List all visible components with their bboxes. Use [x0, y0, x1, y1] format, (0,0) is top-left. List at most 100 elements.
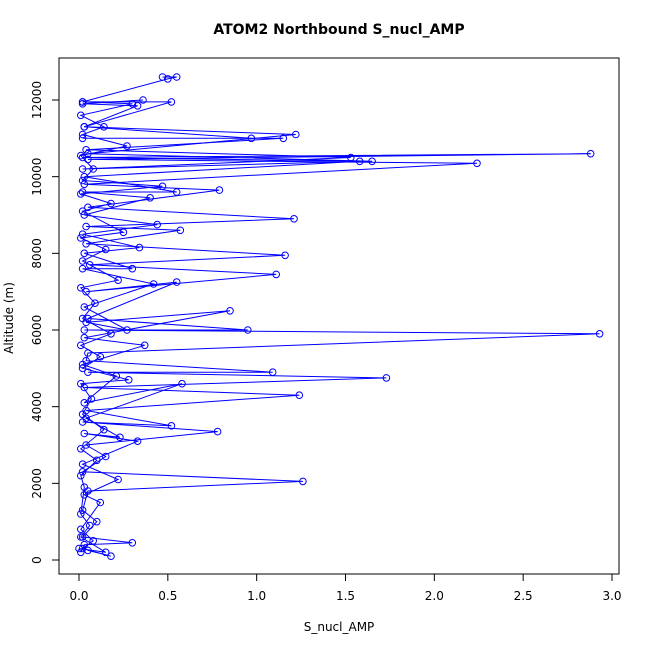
x-tick-label: 1.5	[336, 589, 355, 603]
data-point	[595, 330, 604, 338]
data-point	[172, 73, 181, 81]
data-point	[299, 477, 307, 486]
x-axis-label: S_nucl_AMP	[304, 620, 375, 634]
data-point	[295, 391, 304, 400]
data-point	[215, 186, 224, 194]
x-axis: 0.0 0.5 1.0 1.5 2.0 2.5 3.0	[69, 573, 622, 603]
data-point	[82, 441, 90, 449]
data-point	[78, 264, 87, 273]
data-point	[124, 376, 133, 384]
data-point	[93, 517, 101, 526]
data-point	[158, 73, 167, 81]
data-point	[78, 130, 87, 139]
data-point	[247, 134, 256, 143]
y-axis: 0 2000 4000 6000 8000 10000 12000	[30, 81, 60, 564]
data-point	[101, 245, 110, 254]
data-point	[123, 326, 131, 334]
y-tick-label: 2000	[30, 468, 44, 499]
data-point	[292, 130, 300, 139]
data-point	[75, 544, 83, 553]
y-axis-label: Altitude (m)	[2, 282, 16, 354]
series-line	[80, 99, 360, 557]
data-point	[382, 374, 391, 382]
data-point	[96, 498, 105, 507]
data-point	[82, 146, 90, 154]
x-tick-label: 3.0	[602, 589, 621, 603]
data-point	[85, 521, 94, 530]
data-point	[135, 243, 144, 252]
y-tick-label: 4000	[30, 391, 44, 422]
data-point	[164, 75, 172, 83]
data-point	[107, 199, 115, 208]
data-point	[80, 399, 89, 407]
data-point	[77, 234, 85, 242]
data-point	[82, 287, 90, 296]
data-point	[167, 98, 176, 106]
data-point	[101, 548, 110, 557]
data-point	[78, 410, 87, 419]
data-point	[80, 333, 89, 342]
data-point	[77, 151, 85, 160]
data-point	[244, 326, 252, 334]
data-point	[101, 452, 110, 461]
data-point	[123, 142, 131, 150]
data-point	[347, 153, 355, 162]
data-point	[77, 284, 85, 292]
data-point	[93, 456, 101, 465]
data-point	[78, 165, 87, 173]
data-point	[78, 176, 87, 185]
data-point	[91, 299, 99, 308]
data-point	[80, 429, 89, 438]
data-point	[85, 261, 94, 269]
data-point	[78, 460, 87, 469]
data-point	[368, 157, 376, 166]
data-point	[77, 525, 85, 534]
data-point	[80, 303, 89, 311]
x-tick-label: 2.5	[514, 589, 533, 603]
data-point	[355, 157, 364, 166]
plot-area	[75, 73, 604, 561]
data-point	[80, 172, 89, 181]
data-point	[272, 270, 281, 279]
data-point	[473, 159, 481, 168]
data-point	[139, 96, 147, 104]
data-point	[80, 491, 89, 499]
data-point	[84, 368, 92, 377]
data-point	[128, 539, 137, 547]
data-point	[78, 364, 87, 373]
data-point	[178, 379, 186, 388]
y-tick-label: 8000	[30, 238, 44, 269]
y-tick-label: 0	[30, 556, 44, 564]
data-point	[77, 533, 85, 541]
data-point	[119, 228, 128, 237]
x-tick-label: 2.0	[425, 589, 444, 603]
data-point	[114, 276, 122, 285]
data-point	[78, 100, 87, 108]
data-point	[80, 326, 89, 334]
data-point	[172, 278, 181, 286]
x-tick-label: 0.5	[158, 589, 177, 603]
data-point	[78, 98, 87, 106]
data-point	[153, 220, 161, 229]
data-point	[158, 182, 167, 191]
data-point	[133, 437, 142, 446]
data-point	[80, 249, 89, 258]
y-tick-label: 6000	[30, 315, 44, 346]
data-point	[78, 188, 87, 196]
data-point	[107, 552, 115, 561]
data-point	[116, 433, 124, 442]
data-point	[82, 222, 90, 231]
data-point	[77, 111, 85, 120]
series-line	[78, 101, 163, 553]
data-point	[167, 422, 176, 430]
plot-frame	[58, 57, 620, 575]
data-point	[128, 264, 137, 273]
data-point	[213, 427, 222, 436]
data-point	[77, 341, 85, 350]
data-point	[89, 165, 97, 173]
data-point	[279, 134, 288, 143]
data-point	[140, 341, 149, 350]
series-line	[80, 76, 600, 553]
data-point	[78, 153, 87, 162]
